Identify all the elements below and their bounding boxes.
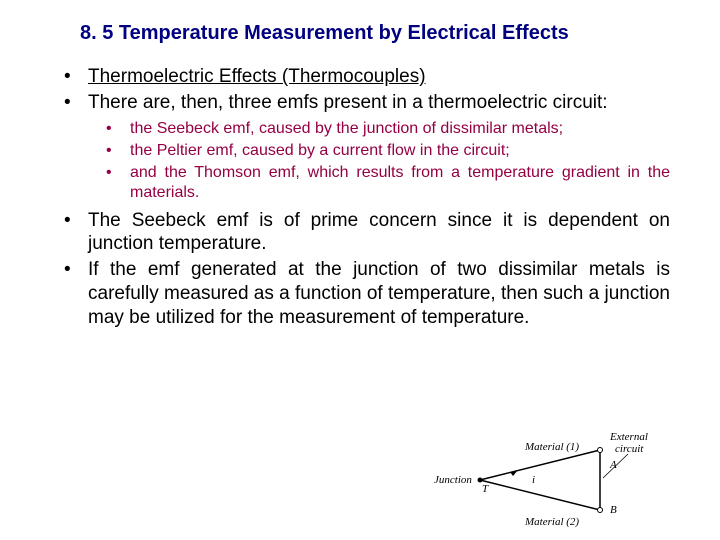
label-B: B xyxy=(610,504,617,516)
label-material-2: Material (2) xyxy=(524,516,579,528)
bullet-prime-concern: The Seebeck emf is of prime concern sinc… xyxy=(60,209,670,257)
label-material-1: Material (1) xyxy=(524,441,579,453)
terminal-b xyxy=(598,508,603,513)
bullet-list-sub: the Seebeck emf, caused by the junction … xyxy=(50,119,670,203)
material-2-line xyxy=(480,480,600,510)
bullet-text: The Seebeck emf is of prime concern sinc… xyxy=(88,210,670,255)
label-T: T xyxy=(482,483,489,495)
label-circuit: circuit xyxy=(615,443,644,455)
bullet-thermoelectric: Thermoelectric Effects (Thermocouples) xyxy=(60,65,670,89)
bullet-text: If the emf generated at the junction of … xyxy=(88,259,670,328)
bullet-text: Thermoelectric Effects (Thermocouples) xyxy=(88,66,426,87)
sub-peltier: the Peltier emf, caused by a current flo… xyxy=(100,141,670,161)
label-junction: Junction xyxy=(434,474,472,486)
slide-title: 8. 5 Temperature Measurement by Electric… xyxy=(80,22,670,45)
label-i: i xyxy=(532,474,535,486)
bullet-measurement: If the emf generated at the junction of … xyxy=(60,258,670,329)
junction-dot xyxy=(478,478,483,483)
bullet-list-main-2: The Seebeck emf is of prime concern sinc… xyxy=(50,209,670,330)
bullet-text: There are, then, three emfs present in a… xyxy=(88,92,608,113)
bullet-three-emfs: There are, then, three emfs present in a… xyxy=(60,91,670,115)
external-pointer xyxy=(603,454,628,478)
thermocouple-diagram: Junction T Material (1) Material (2) i E… xyxy=(400,430,660,530)
sub-thomson: and the Thomson emf, which results from … xyxy=(100,163,670,203)
label-external: External xyxy=(609,431,648,443)
label-A: A xyxy=(609,459,617,471)
material-1-line xyxy=(480,450,600,480)
bullet-list-main: Thermoelectric Effects (Thermocouples) T… xyxy=(50,65,670,115)
sub-seebeck: the Seebeck emf, caused by the junction … xyxy=(100,119,670,139)
terminal-a xyxy=(598,448,603,453)
